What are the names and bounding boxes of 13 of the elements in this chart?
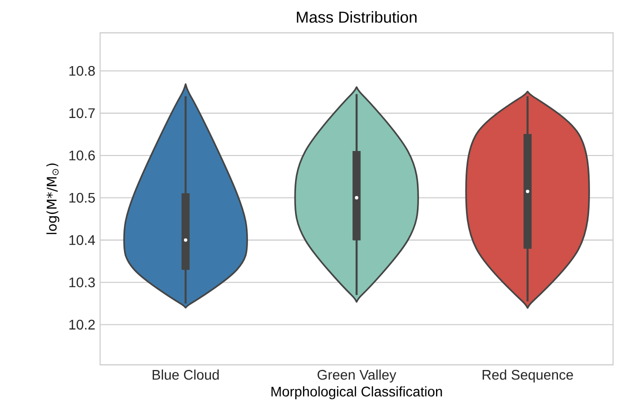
y-tick-label: 10.6 (69, 150, 95, 161)
y-tick-label: 10.3 (69, 278, 95, 288)
y-tick-label: 10.2 (69, 320, 95, 330)
y-tick-label: 10.8 (69, 66, 95, 76)
y-axis-title: log(M*/M$_{⊙}$) (46, 164, 60, 234)
x-tick-label: Red Sequence (482, 370, 573, 383)
x-axis-title: Morphological Classification (271, 386, 442, 400)
x-tick-label: Green Valley (318, 370, 396, 383)
chart-title: Mass Distribution (296, 11, 417, 24)
y-tick-label: 10.5 (69, 193, 95, 203)
y-tick-label: 10.4 (69, 235, 96, 246)
y-tick-label: 10.7 (69, 108, 95, 118)
x-tick-label: Blue Cloud (152, 370, 219, 380)
